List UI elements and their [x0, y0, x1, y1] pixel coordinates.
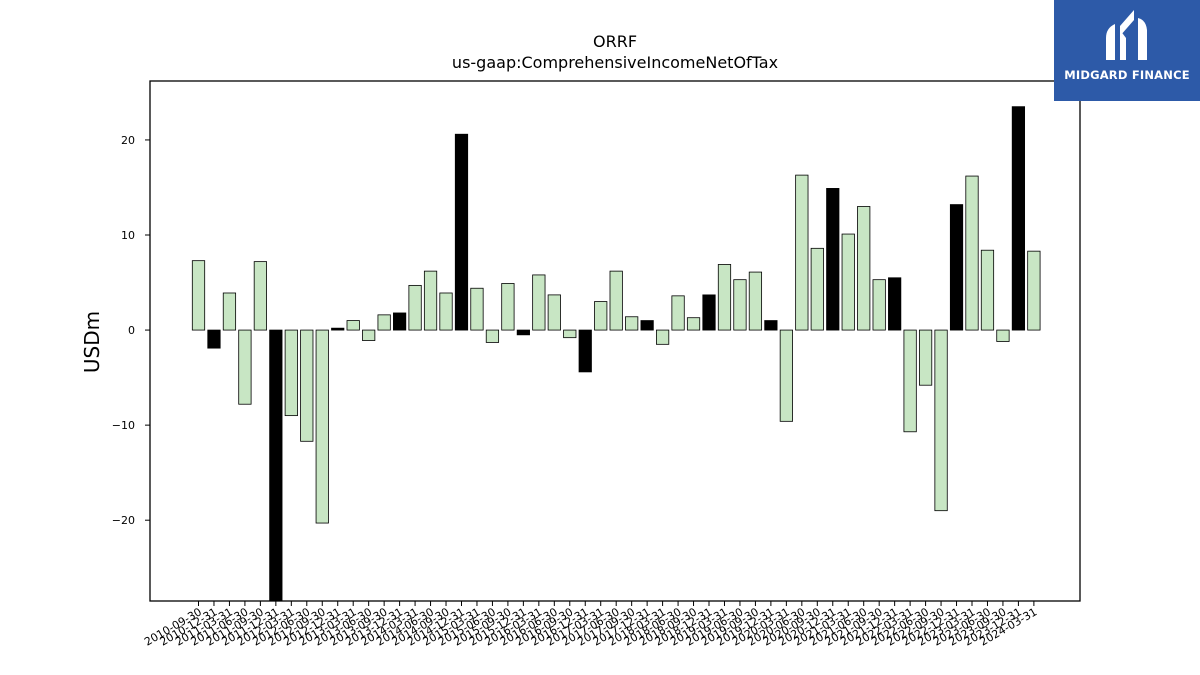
- bar: [1011, 106, 1026, 331]
- y-axis-label: USDm: [80, 310, 104, 374]
- bar: [346, 320, 360, 331]
- bar: [191, 260, 206, 331]
- bar: [934, 329, 948, 512]
- bar: [826, 188, 840, 331]
- chart-title: ORRF: [592, 32, 638, 51]
- bar: [903, 329, 917, 433]
- bar: [501, 283, 515, 331]
- bar: [717, 264, 732, 331]
- y-tick-label: 0: [128, 324, 135, 337]
- bar: [779, 329, 793, 422]
- bar: [1027, 250, 1041, 331]
- bar: [888, 277, 902, 331]
- brand-logo: MIDGARD FINANCE: [1054, 0, 1200, 101]
- bar: [578, 329, 592, 373]
- bar: [748, 271, 763, 331]
- bar: [532, 274, 546, 331]
- bar: [485, 329, 500, 343]
- bar: [795, 174, 809, 331]
- bar: [315, 329, 329, 524]
- bar: [594, 301, 608, 331]
- bar: [284, 329, 298, 417]
- bar: [439, 292, 453, 331]
- bar: [949, 204, 964, 331]
- bar: [454, 133, 469, 331]
- bar: [656, 329, 670, 345]
- plot-frame: [149, 80, 1081, 602]
- bar: [238, 329, 252, 405]
- bar: [377, 314, 391, 331]
- bar: [362, 329, 376, 341]
- bar: [269, 329, 283, 602]
- bar: [207, 329, 221, 349]
- bar: [872, 279, 886, 331]
- bar: [841, 233, 855, 331]
- bar: [516, 329, 530, 336]
- bar: [222, 292, 237, 331]
- bar: [640, 320, 654, 331]
- y-tick-label: −20: [112, 514, 135, 527]
- bar: [331, 327, 345, 331]
- bar: [980, 249, 995, 331]
- bar: [996, 329, 1010, 342]
- bar: [733, 279, 747, 331]
- bar: [470, 287, 484, 331]
- y-tick-label: −10: [112, 419, 135, 432]
- y-tick-label: 20: [121, 134, 135, 147]
- bar: [253, 261, 267, 331]
- bar: [857, 206, 871, 331]
- bar: [423, 270, 438, 331]
- bar: [547, 294, 561, 331]
- bar: [300, 329, 314, 442]
- bar: [671, 295, 685, 331]
- bar: [965, 175, 979, 331]
- chart-subtitle: us-gaap:ComprehensiveIncomeNetOfTax: [451, 53, 779, 72]
- bar: [702, 294, 716, 331]
- bar: [393, 312, 407, 331]
- bar: [686, 317, 701, 331]
- bar: [625, 316, 639, 331]
- bar: [764, 320, 778, 331]
- bar: [810, 247, 824, 331]
- brand-mark-icon: [1106, 10, 1147, 60]
- bar: [609, 270, 623, 331]
- bar: [563, 329, 577, 339]
- brand-name: MIDGARD FINANCE: [1064, 68, 1190, 82]
- bar: [918, 329, 933, 386]
- y-tick-label: 10: [121, 229, 135, 242]
- bar: [408, 284, 422, 331]
